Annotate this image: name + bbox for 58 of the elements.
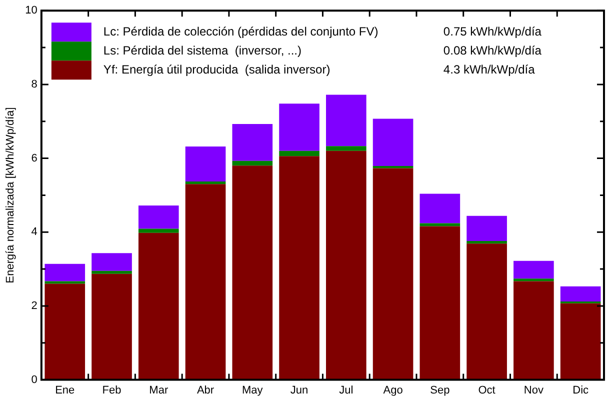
y-tick-label: 2 bbox=[31, 300, 38, 312]
bar bbox=[138, 206, 179, 229]
bar bbox=[466, 240, 507, 244]
legend-label: Ls: Pérdida del sistema (inversor, ...) bbox=[103, 43, 302, 58]
bar bbox=[44, 281, 86, 284]
bar bbox=[279, 104, 320, 151]
x-tick-label: Mar bbox=[149, 384, 168, 396]
y-tick-label: 10 bbox=[25, 4, 38, 17]
annotation: 4.3 kWh/kWp/día bbox=[443, 62, 536, 76]
bar bbox=[560, 286, 601, 302]
annotation: 0.08 kWh/kWp/día bbox=[443, 43, 542, 58]
bar bbox=[138, 228, 179, 233]
y-tick-label: 6 bbox=[31, 152, 38, 164]
bar bbox=[514, 260, 554, 279]
bar bbox=[326, 150, 366, 380]
x-tick-label: Nov bbox=[524, 384, 544, 396]
bar bbox=[92, 274, 132, 380]
y-tick-label: 4 bbox=[31, 226, 38, 238]
bar bbox=[232, 160, 273, 166]
bar bbox=[185, 146, 226, 182]
y-axis-title: Energía normalizada [kWh/kWp/día] bbox=[4, 107, 17, 284]
x-tick-label: Ago bbox=[383, 384, 403, 396]
x-tick-label: Dic bbox=[572, 384, 589, 396]
bar bbox=[466, 216, 507, 241]
y-tick-label: 8 bbox=[31, 78, 38, 90]
x-tick-label: Ene bbox=[55, 384, 75, 396]
x-tick-label: Oct bbox=[478, 384, 496, 396]
x-tick-label: May bbox=[242, 384, 264, 396]
bar bbox=[92, 253, 132, 271]
bar bbox=[232, 124, 273, 161]
legend-label: Lc: Pérdida de colección (pérdidas del conjunto FV) bbox=[103, 24, 378, 38]
bar bbox=[326, 146, 366, 151]
bar bbox=[185, 184, 226, 380]
bar bbox=[232, 166, 273, 380]
bar bbox=[185, 182, 226, 184]
x-tick-label: Abr bbox=[196, 384, 214, 396]
legend-label: Yf: Energía útil producida (salida inversor) bbox=[103, 62, 330, 76]
bar bbox=[514, 281, 554, 380]
bar bbox=[279, 150, 320, 156]
bar bbox=[466, 244, 507, 380]
bar bbox=[326, 94, 366, 146]
bar bbox=[372, 168, 414, 380]
bar bbox=[420, 226, 460, 380]
x-tick-label: Jul bbox=[339, 384, 354, 396]
bar bbox=[514, 278, 554, 282]
bar bbox=[560, 303, 601, 380]
bar bbox=[279, 156, 320, 380]
bar bbox=[138, 232, 179, 380]
bar bbox=[44, 264, 86, 282]
bar bbox=[44, 284, 86, 380]
bar bbox=[372, 118, 414, 166]
x-tick-label: Sep bbox=[430, 384, 450, 396]
bar bbox=[420, 194, 460, 224]
bar bbox=[92, 270, 132, 274]
x-tick-label: Jun bbox=[290, 384, 308, 396]
annotation: 0.75 kWh/kWp/día bbox=[443, 24, 542, 38]
x-tick-label: Feb bbox=[102, 384, 122, 396]
y-tick-label: 0 bbox=[31, 374, 38, 386]
